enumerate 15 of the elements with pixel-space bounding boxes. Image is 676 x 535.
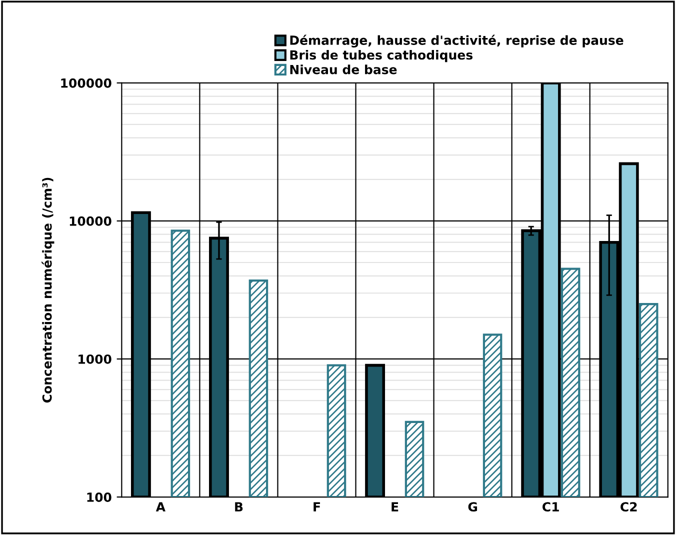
y-axis-title: Concentration numérique (/cm³) — [42, 178, 54, 403]
x-tick-label: A — [156, 502, 166, 512]
legend-label: Niveau de base — [290, 64, 397, 74]
y-tick-label: 10000 — [70, 216, 112, 226]
x-tick-label: C2 — [620, 502, 637, 512]
legend-label: Démarrage, hausse d'activité, reprise de pause — [290, 34, 624, 48]
y-tick-label: 1000 — [78, 354, 112, 364]
y-tick-label: 100 — [87, 492, 112, 502]
x-tick-label: F — [314, 502, 320, 512]
legend-label: Bris de tubes cathodiques — [290, 50, 473, 62]
x-tick-label: E — [392, 502, 398, 512]
y-tick-label: 100000 — [61, 78, 112, 88]
x-tick-label: C1 — [542, 502, 559, 512]
x-tick-label: B — [235, 502, 243, 512]
x-tick-label: G — [468, 502, 478, 512]
